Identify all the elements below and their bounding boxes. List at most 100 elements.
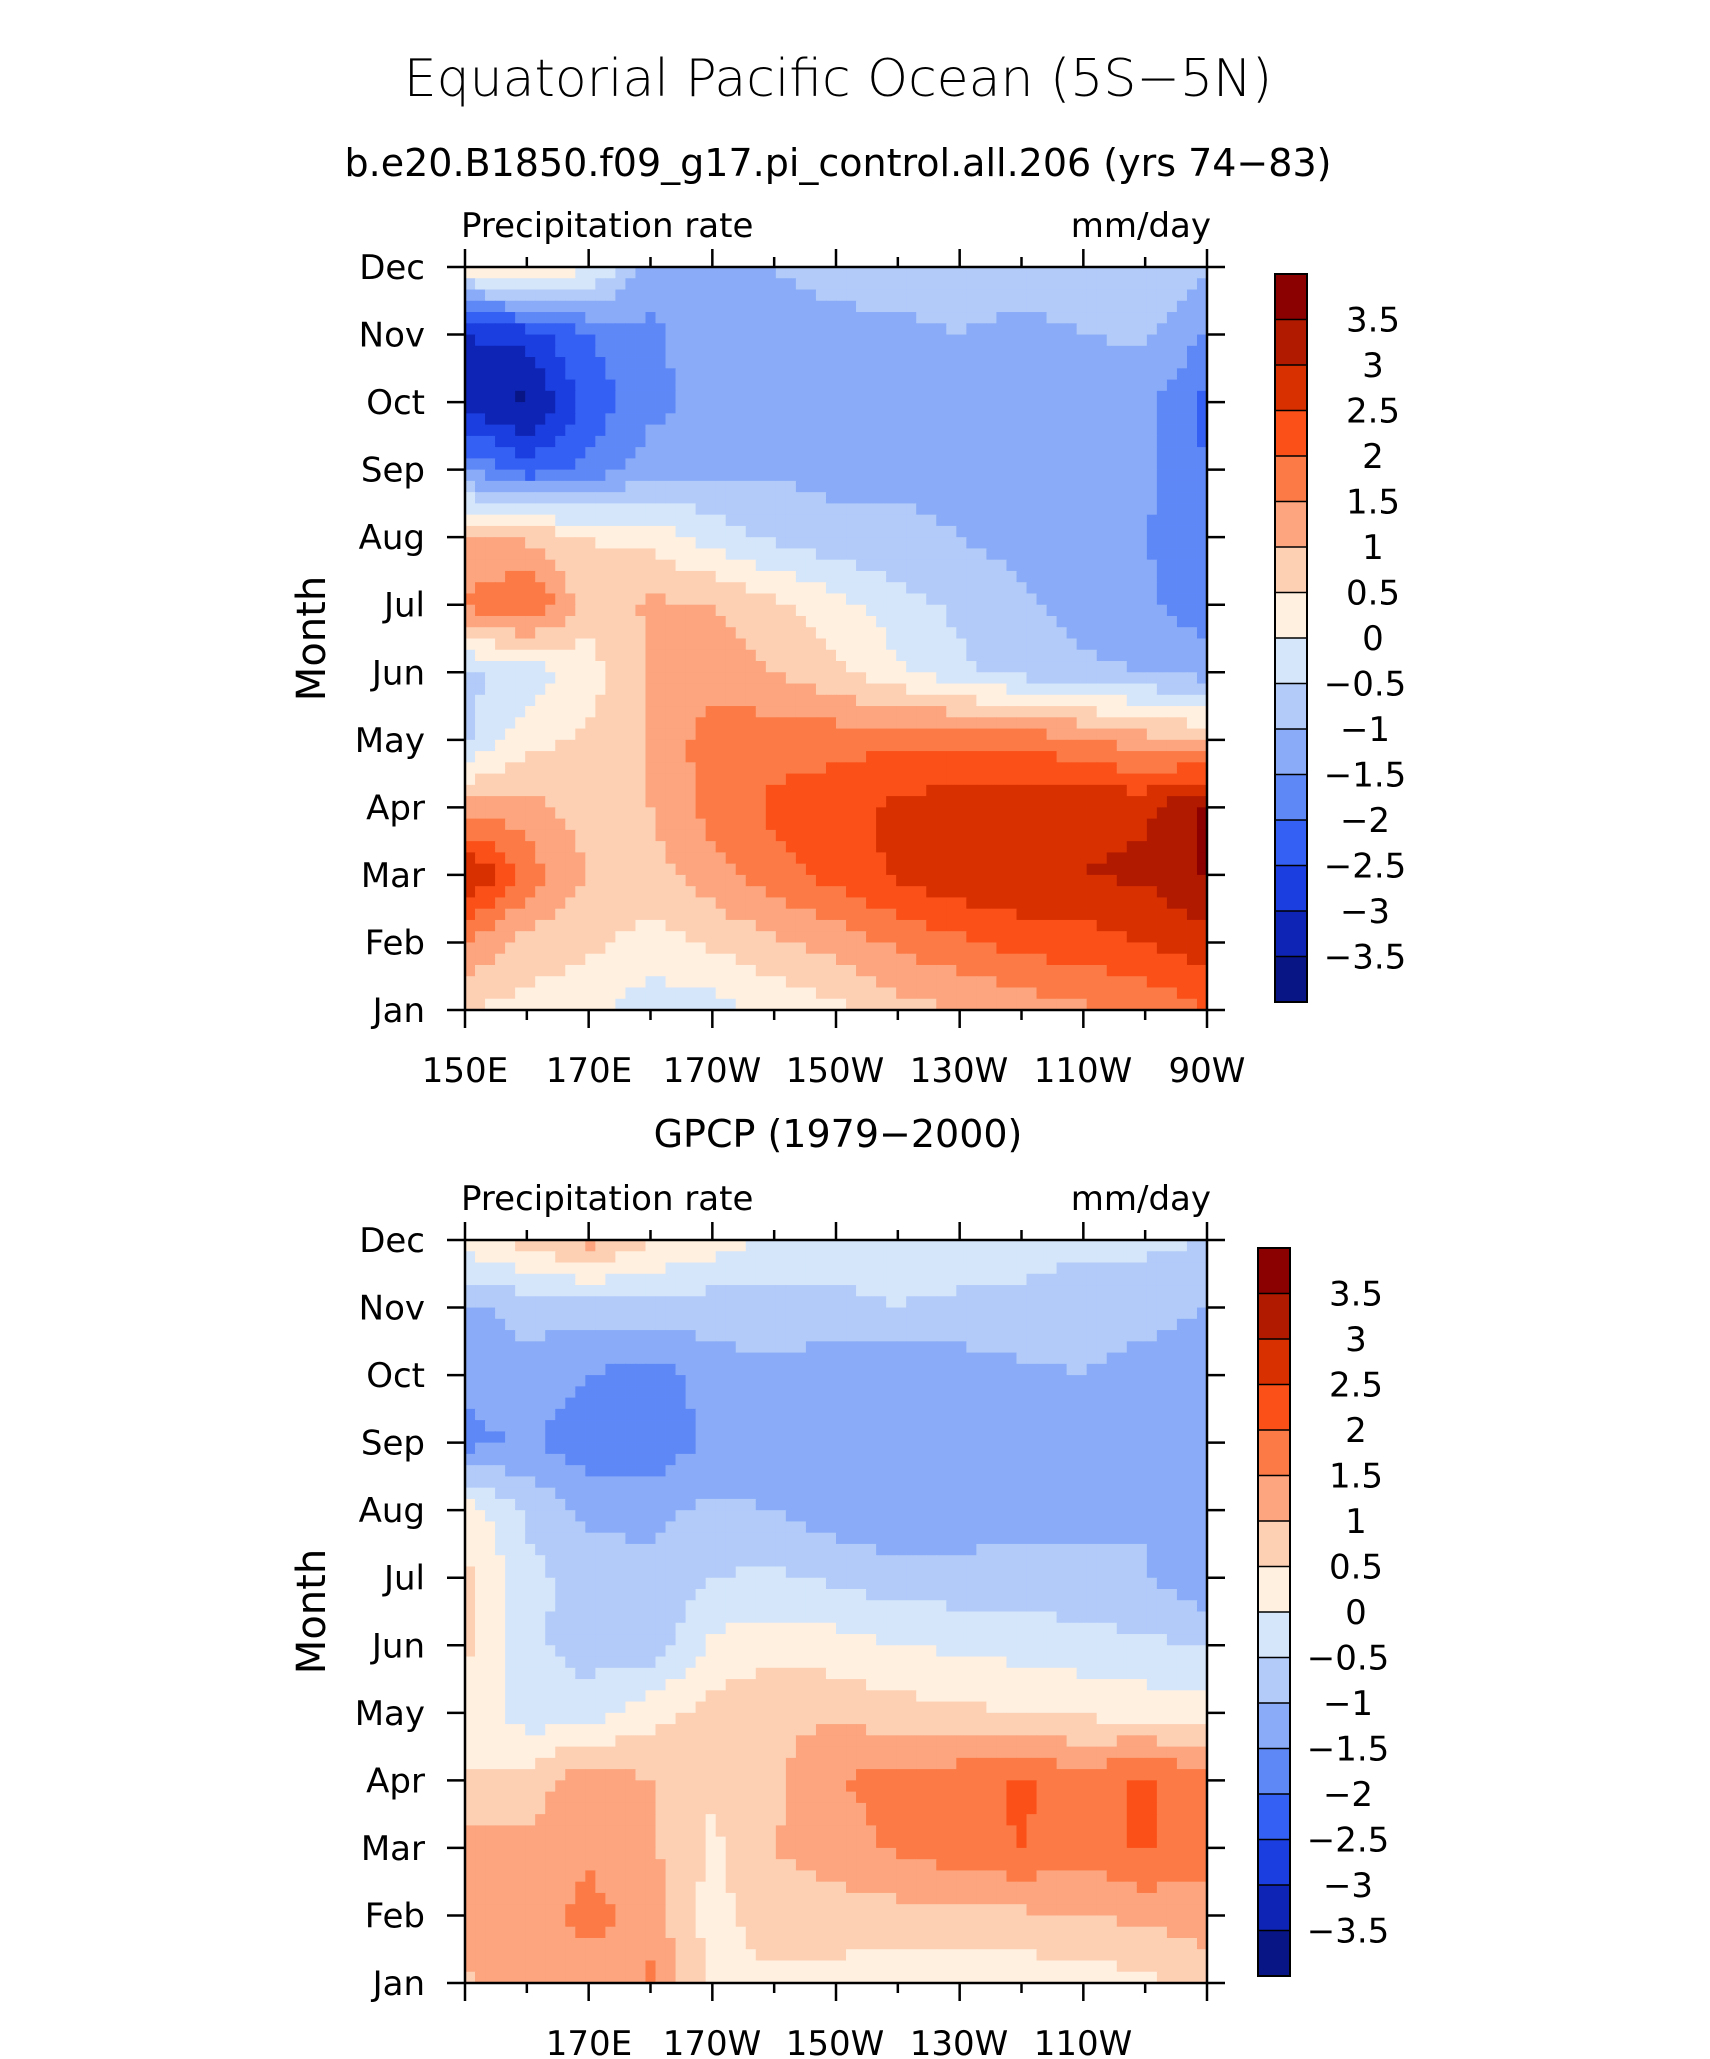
contour-cell bbox=[1196, 548, 1207, 561]
contour-cell bbox=[1176, 998, 1188, 1010]
contour-cell bbox=[896, 604, 907, 617]
contour-cell bbox=[485, 300, 496, 313]
contour-cell bbox=[595, 525, 606, 538]
contour-cell bbox=[715, 953, 727, 966]
contour-cell bbox=[735, 582, 747, 595]
contour-cell bbox=[735, 976, 747, 989]
contour-cell bbox=[906, 829, 917, 842]
contour-cell bbox=[1066, 953, 1078, 966]
contour-cell bbox=[575, 694, 586, 707]
contour-cell bbox=[515, 503, 526, 516]
contour-cell bbox=[1056, 447, 1068, 459]
contour-cell bbox=[926, 582, 937, 595]
contour-cell bbox=[1116, 390, 1128, 403]
contour-cell bbox=[996, 435, 1008, 448]
contour-cell bbox=[1186, 852, 1198, 865]
contour-cell bbox=[605, 638, 617, 651]
contour-cell bbox=[896, 987, 907, 1000]
contour-cell bbox=[1106, 424, 1118, 437]
contour-cell bbox=[836, 773, 847, 786]
contour-cell bbox=[515, 998, 526, 1010]
contour-cell bbox=[916, 931, 927, 944]
contour-cell bbox=[685, 762, 697, 775]
contour-cell bbox=[1136, 661, 1148, 673]
contour-cell bbox=[695, 593, 707, 606]
contour-cell bbox=[1136, 424, 1148, 437]
contour-cell bbox=[615, 334, 627, 347]
contour-cell bbox=[1126, 289, 1138, 302]
contour-cell bbox=[966, 717, 977, 730]
contour-cell bbox=[966, 548, 977, 561]
contour-cell bbox=[966, 942, 977, 955]
contour-cell bbox=[605, 627, 617, 640]
contour-cell bbox=[765, 379, 777, 392]
contour-cell bbox=[1166, 334, 1178, 347]
contour-cell bbox=[1086, 604, 1098, 617]
contour-cell bbox=[715, 818, 727, 831]
contour-cell bbox=[755, 300, 767, 313]
contour-cell bbox=[635, 458, 647, 471]
contour-cell bbox=[745, 661, 757, 673]
contour-cell bbox=[585, 323, 596, 336]
contour-cell bbox=[715, 278, 727, 291]
contour-cell bbox=[465, 379, 476, 392]
contour-cell bbox=[986, 728, 998, 741]
contour-cell bbox=[1196, 807, 1207, 820]
contour-cell bbox=[946, 390, 957, 403]
contour-cell bbox=[926, 897, 937, 910]
contour-cell bbox=[775, 525, 787, 538]
contour-cell bbox=[555, 841, 566, 853]
contour-cell bbox=[645, 447, 657, 459]
contour-cell bbox=[1086, 469, 1098, 482]
contour-cell bbox=[805, 784, 817, 797]
contour-cell bbox=[846, 807, 857, 820]
contour-cell bbox=[836, 334, 847, 347]
contour-cell bbox=[485, 638, 496, 651]
contour-cell bbox=[906, 638, 917, 651]
contour-cell bbox=[555, 998, 566, 1010]
contour-cell bbox=[685, 796, 697, 808]
contour-cell bbox=[876, 762, 887, 775]
contour-cell bbox=[615, 548, 627, 561]
contour-cell bbox=[575, 312, 586, 324]
contour-cell bbox=[785, 559, 797, 572]
contour-cell bbox=[1146, 807, 1158, 820]
contour-cell bbox=[846, 548, 857, 561]
contour-cell bbox=[956, 964, 967, 977]
contour-cell bbox=[495, 672, 506, 685]
contour-cell bbox=[956, 908, 967, 921]
contour-cell bbox=[705, 694, 717, 707]
x-tick-label: 150W bbox=[786, 1051, 885, 1091]
contour-cell bbox=[785, 357, 797, 369]
contour-cell bbox=[1096, 424, 1108, 437]
contour-cell bbox=[986, 492, 998, 505]
contour-cell bbox=[846, 514, 857, 527]
contour-cell bbox=[926, 908, 937, 921]
contour-cell bbox=[725, 919, 737, 932]
contour-cell bbox=[1076, 390, 1088, 403]
contour-cell bbox=[1176, 661, 1188, 673]
contour-cell bbox=[1006, 424, 1018, 437]
contour-cell bbox=[896, 267, 907, 279]
contour-cell bbox=[525, 368, 536, 381]
contour-cell bbox=[1016, 593, 1028, 606]
contour-cell bbox=[525, 807, 536, 820]
contour-cell bbox=[685, 435, 697, 448]
contour-cell bbox=[465, 852, 476, 865]
contour-cell bbox=[745, 784, 757, 797]
contour-cell bbox=[1196, 480, 1207, 493]
contour-cell bbox=[645, 796, 657, 808]
contour-cell bbox=[1106, 334, 1118, 347]
contour-cell bbox=[645, 841, 657, 853]
contour-cell bbox=[585, 694, 596, 707]
contour-cell bbox=[485, 525, 496, 538]
contour-cell bbox=[575, 390, 586, 403]
contour-cell bbox=[956, 818, 967, 831]
contour-cell bbox=[866, 492, 877, 505]
contour-cell bbox=[695, 548, 707, 561]
contour-cell bbox=[956, 863, 967, 876]
contour-cell bbox=[485, 368, 496, 381]
contour-cell bbox=[775, 897, 787, 910]
contour-cell bbox=[495, 312, 506, 324]
contour-cell bbox=[1146, 694, 1158, 707]
